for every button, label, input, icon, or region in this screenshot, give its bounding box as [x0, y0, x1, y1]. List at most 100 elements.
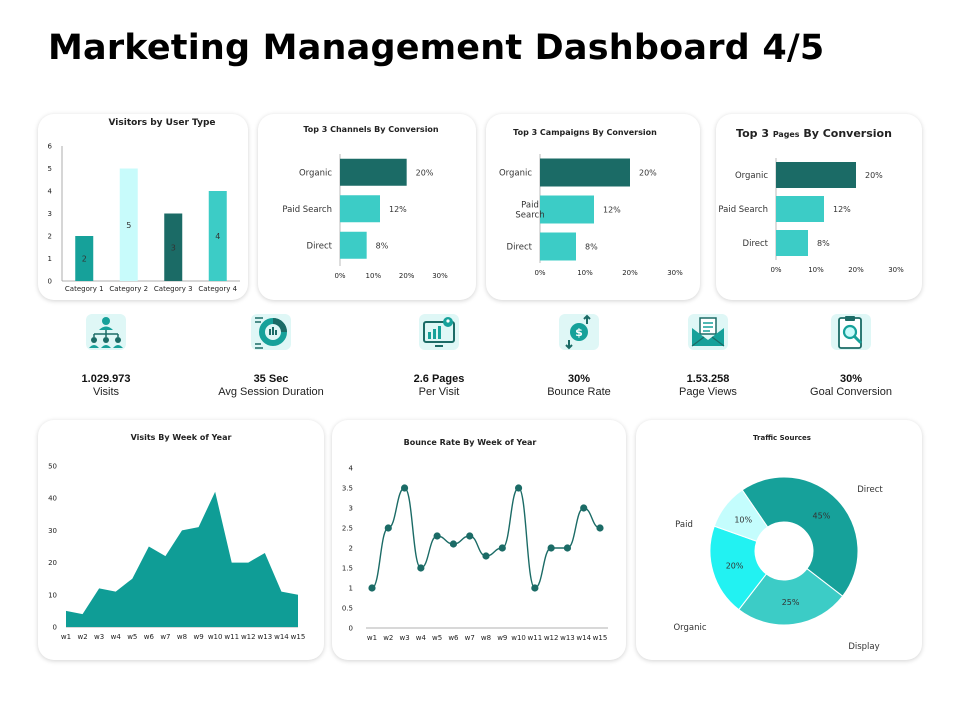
x-tick-label: w6	[448, 634, 459, 642]
chart-title: Visitors by User Type	[108, 118, 215, 128]
x-tick-label: w9	[497, 634, 507, 642]
data-point	[449, 540, 458, 548]
bar-value-label: 8%	[376, 241, 389, 250]
chart-title: Visits By Week of Year	[131, 433, 232, 442]
kpi-visits-value: 1.029.973	[81, 373, 131, 385]
line-series	[371, 487, 601, 589]
x-tick-label: w4	[416, 634, 427, 642]
data-point	[580, 504, 588, 512]
bar-category-3	[164, 213, 183, 281]
category-label: Organic	[735, 171, 768, 181]
x-tick-label: w9	[193, 633, 203, 641]
category-label: Organic	[299, 168, 332, 178]
visits-by-week-chart: Visits By Week of Year 0 10 20 30 40 50 w1 w2 w3 w…	[48, 433, 306, 641]
data-point	[400, 484, 409, 492]
x-tick-label: 0%	[770, 266, 781, 274]
kpi-visits: 1.029.973 Visits	[31, 310, 181, 398]
top-campaigns-chart: Top 3 Campaigns By Conversion 20% Organic 1…	[499, 128, 683, 277]
y-tick-label: 2.5	[342, 525, 353, 533]
data-point	[466, 532, 474, 540]
x-tick-label: w6	[144, 633, 155, 641]
pie-chart-icon	[251, 314, 291, 350]
x-tick-label: w3	[94, 633, 104, 641]
kpi-session: 35 Sec Avg Session Duration	[196, 310, 346, 398]
kpi-session-label: Avg Session Duration	[218, 386, 324, 398]
x-tick-label: w11	[528, 634, 543, 642]
x-tick-label: w13	[258, 633, 273, 641]
y-tick-label: 10	[48, 591, 57, 599]
chart-title: Traffic Sources	[753, 434, 811, 442]
bar-value-label: 12%	[833, 205, 851, 214]
top-pages-chart: Top 3 Pages By Conversion 20% Organic 12% Pa…	[718, 127, 904, 274]
page-title: Marketing Management Dashboard 4/5	[48, 28, 825, 68]
x-tick-label: Category 2	[109, 285, 148, 293]
bar-direct	[340, 231, 367, 259]
chart-title-part: Top 3 Channels By Conversion	[303, 125, 439, 134]
y-tick-label: 0	[48, 278, 52, 286]
data-point	[547, 544, 555, 552]
kpi-visits-label: Visits	[92, 386, 120, 398]
kpi-pages-per-visit: 2.6 Pages Per Visit	[364, 310, 514, 398]
x-tick-label: 10%	[577, 269, 593, 277]
x-tick-label: Category 3	[154, 285, 193, 293]
kpi-goal-conversion: 30% Goal Conversion	[776, 310, 926, 398]
y-tick-label: 1	[48, 255, 52, 263]
data-point	[531, 584, 539, 592]
channels-card: Top 3 Channels By Conversion 20% Organic 12…	[258, 114, 476, 300]
category-label: Direct	[307, 241, 333, 251]
x-tick-label: w10	[208, 633, 223, 641]
category-label: Direct	[743, 239, 769, 249]
x-tick-label: w5	[127, 633, 137, 641]
category-label: Paid Search	[718, 205, 768, 215]
x-tick-label: w10	[511, 634, 526, 642]
chart-title: Bounce Rate By Week of Year	[404, 438, 537, 447]
x-tick-label: w13	[560, 634, 575, 642]
y-tick-label: 1.5	[342, 565, 353, 573]
chart-title-part: Top 3	[736, 127, 773, 140]
bar-value-label: 2	[82, 255, 87, 264]
kpi-pages-per-visit-value: 2.6 Pages	[413, 373, 465, 385]
traffic-card: Traffic Sources 45% 25% 20% 10% Direct Display…	[636, 420, 922, 660]
y-tick-label: 40	[48, 495, 57, 503]
pages-card: Top 3 Pages By Conversion 20% Organic 12% Pa…	[716, 114, 922, 300]
y-tick-label: 2	[349, 545, 353, 553]
kpi-page-views: 1.53.258 Page Views	[633, 310, 783, 398]
bar-value-label: 3	[171, 243, 176, 252]
donut-slice-direct	[741, 476, 859, 597]
chart-title: Top 3 Campaigns By Conversion	[513, 128, 657, 137]
x-tick-label: w1	[367, 634, 377, 642]
envelope-icon	[688, 314, 728, 350]
bar-paid-search	[340, 195, 380, 223]
legend-label-display: Display	[848, 642, 879, 652]
legend-label-paid: Paid	[675, 520, 693, 530]
donut-slice-display	[738, 568, 844, 626]
data-point	[384, 524, 392, 532]
y-tick-label: 50	[48, 463, 57, 471]
dollar-exchange-icon: $	[559, 314, 599, 350]
campaigns-card: Top 3 Campaigns By Conversion 20% Organic 1…	[486, 114, 700, 300]
x-tick-label: w1	[61, 633, 71, 641]
chart-title-part: By Conversion	[800, 127, 892, 140]
chart-title-part: Pages	[773, 130, 800, 139]
x-tick-label: 10%	[366, 272, 382, 280]
area-series	[66, 491, 298, 627]
bar-direct	[776, 230, 808, 256]
x-tick-label: w15	[291, 633, 306, 641]
x-tick-label: w14	[576, 634, 591, 642]
network-users-icon	[86, 314, 126, 350]
chart-title-part: Top 3 Campaigns By Conversion	[513, 128, 657, 137]
category-label: Paid	[521, 201, 539, 211]
category-label: Organic	[499, 169, 532, 179]
data-point	[563, 544, 572, 552]
traffic-sources-chart: Traffic Sources 45% 25% 20% 10% Direct Display…	[673, 434, 883, 652]
x-tick-label: w2	[77, 633, 87, 641]
bar-organic	[540, 158, 630, 187]
x-tick-label: 20%	[399, 272, 415, 280]
x-tick-label: 0%	[334, 272, 345, 280]
bar-category-4	[208, 191, 227, 281]
slice-value-label: 45%	[813, 512, 831, 521]
svg-text:$: $	[575, 326, 583, 339]
x-tick-label: 20%	[848, 266, 864, 274]
x-tick-label: w8	[481, 634, 491, 642]
x-tick-label: Category 1	[65, 285, 104, 293]
